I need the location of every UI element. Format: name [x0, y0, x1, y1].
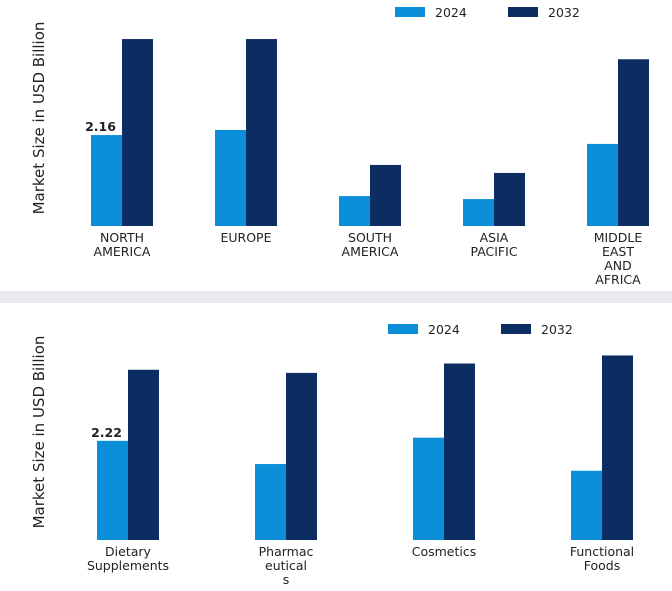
bar: [602, 355, 633, 540]
bar: [571, 470, 602, 540]
x-tick-label: Pharmac eutical s: [259, 544, 314, 587]
bar: [370, 164, 401, 226]
legend-swatch: [501, 324, 531, 334]
x-tick-label: Functional Foods: [570, 544, 634, 573]
x-tick-label: SOUTH AMERICA: [342, 230, 399, 259]
bar: [122, 39, 153, 227]
legend-swatch: [508, 7, 538, 17]
x-tick-label: NORTH AMERICA: [94, 230, 151, 259]
bar: [91, 135, 122, 226]
bar: [494, 172, 525, 226]
x-tick-label: EUROPE: [220, 230, 271, 245]
bar: [618, 59, 649, 227]
legend-label: 2032: [541, 322, 573, 337]
bar: [215, 130, 246, 226]
bar: [246, 39, 277, 227]
legend-swatch: [395, 7, 425, 17]
bar: [339, 196, 370, 226]
separator: [0, 291, 672, 303]
data-label: 2.16: [85, 119, 116, 134]
x-tick-label: Cosmetics: [412, 544, 477, 559]
x-tick-label: Dietary Supplements: [87, 544, 169, 573]
x-tick-label: MIDDLE EAST AND AFRICA: [594, 230, 643, 287]
bar: [286, 372, 317, 540]
legend-label: 2024: [428, 322, 460, 337]
bar: [587, 143, 618, 226]
data-label: 2.22: [91, 425, 122, 440]
y-axis-label: Market Size in USD Billion: [30, 22, 48, 215]
bar: [97, 440, 128, 540]
bar: [463, 199, 494, 226]
y-axis-label: Market Size in USD Billion: [30, 336, 48, 529]
legend-label: 2032: [548, 5, 580, 20]
legend-label: 2024: [435, 5, 467, 20]
bar: [255, 464, 286, 540]
legend-swatch: [388, 324, 418, 334]
bar: [444, 363, 475, 540]
bar: [128, 369, 159, 540]
x-tick-label: ASIA PACIFIC: [470, 230, 517, 259]
bar: [413, 437, 444, 540]
